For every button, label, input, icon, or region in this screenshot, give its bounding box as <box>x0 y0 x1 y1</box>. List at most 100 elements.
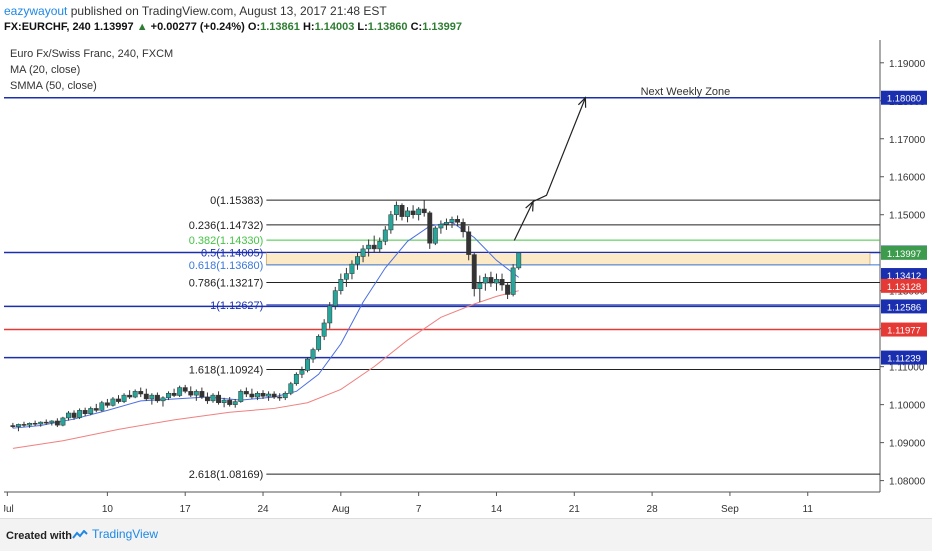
candle-body <box>299 370 305 375</box>
candle-body <box>249 393 255 398</box>
candle-body <box>366 244 372 250</box>
candle-body <box>410 210 416 215</box>
candle-body <box>455 219 461 223</box>
y-tick-label: 1.17000 <box>889 135 926 146</box>
candle-body <box>143 393 149 400</box>
fib-level-label: 0(1.15383) <box>210 195 263 207</box>
candle-body <box>54 420 60 426</box>
candle-body <box>477 282 483 290</box>
x-tick-label: Jul <box>4 504 14 515</box>
candle-body <box>171 392 177 396</box>
candle-body <box>49 420 55 424</box>
chart-area[interactable]: 0(1.15383) 0.236(1.14732) 0.382(1.14330) 0.… <box>1 40 928 518</box>
candle-body <box>494 279 499 284</box>
price-tag-label: 1.11239 <box>887 354 921 365</box>
candle-body <box>154 394 160 402</box>
open-label: O: <box>247 21 261 33</box>
candle-body <box>132 391 138 398</box>
candle-body <box>388 214 394 231</box>
candle-body <box>377 241 383 250</box>
fib-level-label: 0.5(1.14005) <box>201 248 263 260</box>
published-text: published on TradingView.com, August 13,… <box>70 4 387 18</box>
last-price: 1.13997 <box>93 21 134 33</box>
candle-body <box>177 387 183 396</box>
y-tick-label: 1.09000 <box>889 439 926 450</box>
candle-body <box>166 392 171 399</box>
chart-background <box>4 40 928 518</box>
candle-body <box>360 248 366 257</box>
fib-level-label: 0.786(1.13217) <box>189 277 264 289</box>
candle-body <box>116 398 121 402</box>
x-tick-label: 17 <box>180 504 192 515</box>
price-tag <box>881 90 927 105</box>
candle-body <box>193 391 199 396</box>
candle-body <box>371 244 377 250</box>
candle-body <box>288 383 294 394</box>
candle-body <box>21 424 27 426</box>
candle-body <box>149 394 155 400</box>
price-chart[interactable]: 0(1.15383)0.236(1.14732)0.382(1.14330)0.… <box>1 40 928 518</box>
candle-body <box>438 223 444 229</box>
high-label: H: <box>302 21 315 33</box>
candle-body <box>460 222 466 233</box>
price-tag-label: 1.13412 <box>887 271 921 282</box>
candle-body <box>71 412 77 418</box>
candle-body <box>338 279 344 291</box>
candle-body <box>449 219 455 223</box>
low-value: 1.13860 <box>367 21 408 33</box>
candle-body <box>60 417 66 426</box>
next-weekly-zone-label: Next Weekly Zone <box>641 86 731 98</box>
legend-ma: MA (20, close) <box>10 64 80 76</box>
candle-body <box>482 277 488 284</box>
y-tick-label: 1.08000 <box>889 477 926 488</box>
candle-body <box>93 408 99 411</box>
candle-body <box>516 252 522 269</box>
candle-body <box>27 423 33 426</box>
candle-body <box>510 267 516 295</box>
low-label: L: <box>357 21 368 33</box>
y-tick-label: 1.19000 <box>889 59 926 70</box>
author-link[interactable]: eazywayout <box>4 4 68 18</box>
candle-body <box>210 394 216 402</box>
candle-body <box>204 396 210 402</box>
candle-body <box>382 229 388 242</box>
projection-arrow[interactable] <box>513 97 586 241</box>
ohlc-line: FX:EURCHF, 240 1.13997 ▲ +0.00277 (+0.24… <box>4 21 462 33</box>
candle-body <box>355 256 360 265</box>
candle-body <box>316 336 322 350</box>
candle-body <box>199 391 205 398</box>
price-tag <box>881 350 927 365</box>
price-tag <box>881 299 927 314</box>
candle-body <box>10 425 16 427</box>
candle-body <box>38 421 44 425</box>
candle-body <box>221 399 227 403</box>
candle-body <box>66 412 71 419</box>
candle-body <box>416 208 422 215</box>
publish-line: eazywayout published on TradingView.com,… <box>4 4 387 18</box>
fib-level-label: 1.618(1.10924) <box>189 365 264 377</box>
candle-body <box>405 210 410 217</box>
open-value: 1.13861 <box>260 21 300 33</box>
candle-body <box>332 290 338 307</box>
price-tag <box>881 268 927 283</box>
x-tick-label: Aug <box>332 504 350 515</box>
candle-body <box>127 394 133 398</box>
candle-body <box>349 263 355 274</box>
close-value: 1.13997 <box>422 21 462 33</box>
price-tag-label: 1.12586 <box>887 302 921 313</box>
candle-body <box>160 397 166 402</box>
candle-body <box>466 231 472 255</box>
candle-body <box>310 349 316 360</box>
candle-body <box>99 402 105 411</box>
fib-level-label: 0.382(1.14330) <box>189 235 264 247</box>
candle-body <box>188 391 194 396</box>
up-arrow-icon: ▲ <box>136 21 148 33</box>
tradingview-brand[interactable]: TradingView <box>72 527 158 541</box>
candle-body <box>499 279 505 286</box>
close-label: C: <box>410 21 423 33</box>
price-change: +0.00277 (+0.24%) <box>150 21 245 33</box>
high-value: 1.14003 <box>314 21 355 33</box>
candle-body <box>227 399 233 405</box>
price-tag-label: 1.11977 <box>887 326 921 337</box>
footer-bar: Created with TradingView <box>0 518 932 551</box>
